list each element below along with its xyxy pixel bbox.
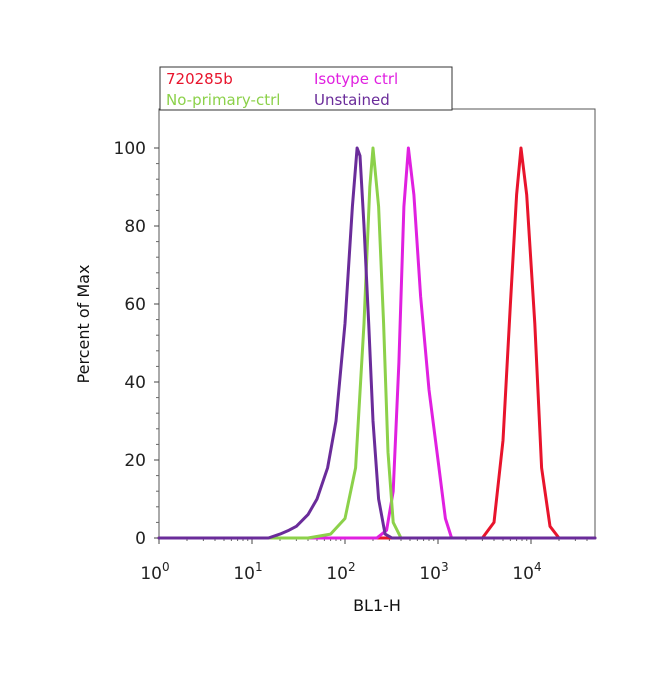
legend-label-720285b: 720285b [166,70,233,88]
y-tick-label: 20 [124,451,146,471]
legend-label-unstained: Unstained [314,91,390,109]
x-axis: 100 101 102 103 104 [140,538,588,584]
legend-box [159,66,453,111]
x-tick-label: 103 [419,560,448,584]
series-layer [157,146,597,540]
legend: 720285b Isotype ctrl No-primary-ctrl Uns… [159,66,453,111]
y-tick-label: 0 [135,529,146,549]
x-tick-label: 104 [512,560,541,584]
x-tick-label: 102 [326,560,355,584]
legend-label-isotype-ctrl: Isotype ctrl [314,70,398,88]
x-axis-title: BL1-H [353,596,401,615]
x-tick-label: 101 [233,560,262,584]
series-line-no-primary-ctrl [157,146,597,540]
y-tick-label: 80 [124,217,146,237]
legend-label-no-primary-ctrl: No-primary-ctrl [166,91,280,109]
series-line-isotype-ctrl [157,146,597,540]
x-tick-label: 100 [140,560,169,584]
y-tick-label: 40 [124,373,146,393]
y-axis-title: Percent of Max [74,265,93,384]
series-line-unstained [157,146,597,540]
y-tick-label: 100 [114,139,146,159]
y-axis: 0 20 40 60 80 100 [114,139,159,549]
series-line-720285b [157,146,597,540]
y-tick-label: 60 [124,295,146,315]
